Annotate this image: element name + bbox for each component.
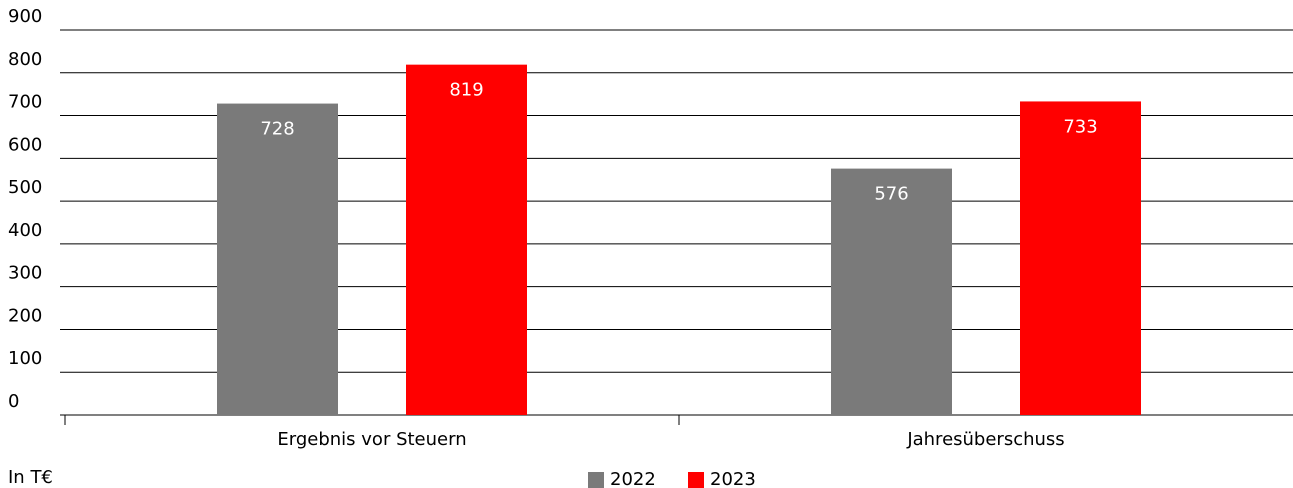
y-tick-label: 200 <box>8 305 42 326</box>
y-tick-label: 500 <box>8 177 42 198</box>
data-label: 576 <box>874 184 908 205</box>
legend-swatch <box>688 472 704 488</box>
bar <box>217 103 338 416</box>
y-tick-label: 600 <box>8 134 42 155</box>
y-tick-label: 700 <box>8 92 42 113</box>
y-tick-label: 0 <box>8 391 19 412</box>
y-tick-label: 400 <box>8 220 42 241</box>
x-tick-label: Ergebnis vor Steuern <box>277 429 466 450</box>
y-tick-label: 900 <box>8 6 42 27</box>
y-tick-label: 100 <box>8 348 42 369</box>
y-tick-label: 800 <box>8 49 42 70</box>
bar <box>406 64 527 416</box>
x-tick-label: Jahresüberschuss <box>906 429 1064 450</box>
y-tick-label: 300 <box>8 263 42 284</box>
bar <box>831 168 952 415</box>
note: In T€ <box>8 467 53 488</box>
legend-label: 2023 <box>710 469 756 488</box>
bar <box>1020 101 1141 415</box>
legend-swatch <box>588 472 604 488</box>
legend-label: 2022 <box>610 469 656 488</box>
data-label: 733 <box>1063 116 1097 137</box>
data-label: 819 <box>449 80 483 101</box>
data-label: 728 <box>260 119 294 140</box>
